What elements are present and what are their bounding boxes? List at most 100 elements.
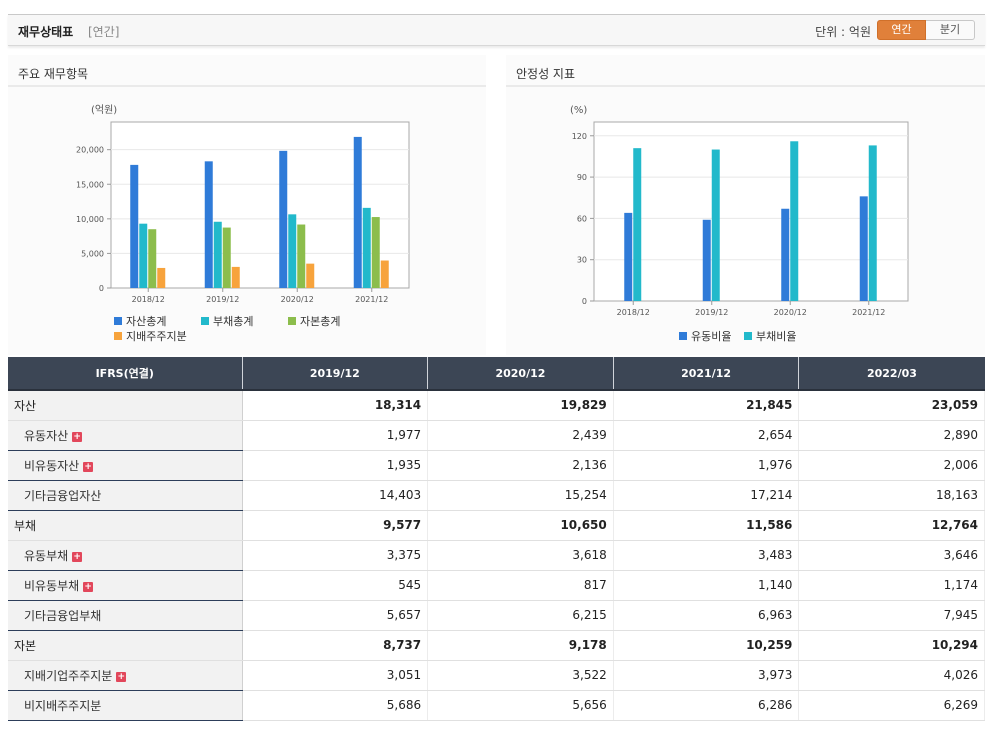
row-label-text: 유동부채 (24, 548, 69, 563)
table-cell: 3,522 (427, 660, 614, 691)
bar-부채비율[interactable] (790, 141, 799, 301)
row-label[interactable]: 유동자산 + (8, 420, 243, 451)
table-cell: 545 (242, 570, 429, 601)
y-tick-label: 60 (577, 214, 587, 223)
table-cell: 17,214 (613, 480, 800, 511)
bar-부채총계[interactable] (213, 221, 222, 288)
unit-label: 단위 : 억원 (815, 25, 871, 39)
x-tick-label: 2018/12 (617, 308, 650, 317)
row-label[interactable]: 지배기업주주지분 + (8, 660, 243, 691)
table-cell: 23,059 (798, 390, 985, 421)
stability-title: 안정성 지표 (516, 67, 576, 81)
bar-부채총계[interactable] (139, 223, 148, 288)
legend-label[interactable]: 부채총계 (213, 315, 253, 328)
table-cell: 10,259 (613, 630, 800, 661)
table-cell: 1,140 (613, 570, 800, 601)
bar-지배주주지분[interactable] (157, 267, 166, 288)
x-tick-label: 2018/12 (132, 295, 165, 304)
bar-유동비율[interactable] (624, 212, 633, 301)
table-cell: 817 (427, 570, 614, 601)
table-cell: 1,977 (242, 420, 429, 451)
row-label[interactable]: 비유동부채 + (8, 570, 243, 601)
table-cell: 12,764 (798, 510, 985, 541)
table-cell: 14,403 (242, 480, 429, 511)
legend-swatch (114, 332, 122, 340)
expand-plus-icon[interactable]: + (72, 431, 83, 442)
table-cell: 3,973 (613, 660, 800, 691)
legend-label[interactable]: 유동비율 (691, 330, 731, 343)
table-row: 자본 8,737 9,178 10,259 10,294 (8, 630, 985, 661)
x-tick-label: 2021/12 (355, 295, 388, 304)
bar-자산총계[interactable] (353, 136, 362, 288)
table-cell: 6,286 (613, 690, 800, 721)
quarterly-tab[interactable]: 분기 (926, 20, 975, 40)
expand-plus-icon[interactable]: + (72, 551, 83, 562)
row-label[interactable]: 유동부채 + (8, 540, 243, 571)
period-toggle: 연간 분기 (877, 20, 975, 40)
bar-부채총계[interactable] (288, 214, 297, 288)
row-label: 자산 (8, 390, 243, 421)
expand-plus-icon[interactable]: + (83, 581, 94, 592)
table-cell: 18,314 (242, 390, 429, 421)
row-label[interactable]: 비유동자산 + (8, 450, 243, 481)
stability-chart: 0 30 60 90 120 (%) 2018/12 2019/12 2020/12 2021/1… (570, 105, 909, 343)
bar-지배주주지분[interactable] (380, 260, 389, 288)
expand-plus-icon[interactable]: + (83, 461, 94, 472)
table-row: 유동자산 +1,977 2,439 2,654 2,890 (8, 420, 985, 451)
table-cell: 5,657 (242, 600, 429, 631)
annual-tab[interactable]: 연간 (877, 20, 926, 40)
bar-부채비율[interactable] (633, 148, 642, 301)
table-cell: 2,654 (613, 420, 800, 451)
bar-부채비율[interactable] (868, 145, 877, 301)
y-axis-unit: (%) (570, 105, 587, 116)
expand-plus-icon[interactable]: + (116, 671, 127, 682)
bar-자본총계[interactable] (371, 217, 380, 288)
plot-area (593, 121, 909, 302)
panel-divider (506, 85, 985, 87)
table-cell: 1,976 (613, 450, 800, 481)
bar-자산총계[interactable] (204, 161, 213, 288)
legend-label[interactable]: 부채비율 (756, 330, 796, 343)
bar-자본총계[interactable] (148, 229, 157, 288)
row-label-text: 비유동자산 (24, 458, 80, 473)
financial-items-chart: 0 5,000 10,000 15,000 20,000 (억원) 2018/12 2019/… (76, 104, 410, 343)
bar-부채비율[interactable] (711, 149, 720, 301)
bar-지배주주지분[interactable] (231, 266, 240, 288)
table-cell: 15,254 (427, 480, 614, 511)
x-tick-label: 2020/12 (774, 308, 807, 317)
table-cell: 21,845 (613, 390, 800, 421)
table-row: 비유동부채 +545 817 1,140 1,174 (8, 570, 985, 601)
y-tick-label: 30 (577, 256, 587, 265)
bar-지배주주지분[interactable] (306, 263, 315, 288)
table-cell: 18,163 (798, 480, 985, 511)
table-row: 기타금융업자산 14,403 15,254 17,214 18,163 (8, 480, 985, 511)
row-label: 자본 (8, 630, 243, 661)
row-label: 기타금융업자산 (8, 480, 243, 511)
legend-swatch (114, 317, 122, 325)
bar-유동비율[interactable] (859, 196, 868, 301)
row-label-text: 유동자산 (24, 428, 69, 443)
table-cell: 8,737 (242, 630, 429, 661)
y-tick-label: 0 (99, 284, 104, 293)
row-label-text: 지배기업주주지분 (24, 668, 113, 683)
bar-유동비율[interactable] (702, 219, 711, 301)
bar-자본총계[interactable] (222, 227, 231, 288)
bar-유동비율[interactable] (781, 208, 790, 301)
legend-label[interactable]: 지배주주지분 (126, 330, 187, 343)
table-cell: 10,650 (427, 510, 614, 541)
table-row: 기타금융업부채 5,657 6,215 6,963 7,945 (8, 600, 985, 631)
period-label: [연간] (88, 25, 120, 39)
bar-자본총계[interactable] (297, 224, 306, 288)
row-label: 부채 (8, 510, 243, 541)
table-header-row: IFRS(연결) 2019/12 2020/12 2021/12 2022/03 (8, 357, 985, 391)
table-cell: 3,051 (242, 660, 429, 691)
bar-자산총계[interactable] (279, 150, 288, 288)
table-cell: 5,686 (242, 690, 429, 721)
bar-부채총계[interactable] (362, 207, 371, 288)
legend-label[interactable]: 자산총계 (126, 315, 166, 328)
row-label-text: 자본 (14, 638, 37, 653)
page-title: 재무상태표 (18, 25, 74, 39)
legend-label[interactable]: 자본총계 (300, 315, 340, 328)
bar-자산총계[interactable] (130, 164, 139, 288)
x-tick-label: 2020/12 (281, 295, 314, 304)
